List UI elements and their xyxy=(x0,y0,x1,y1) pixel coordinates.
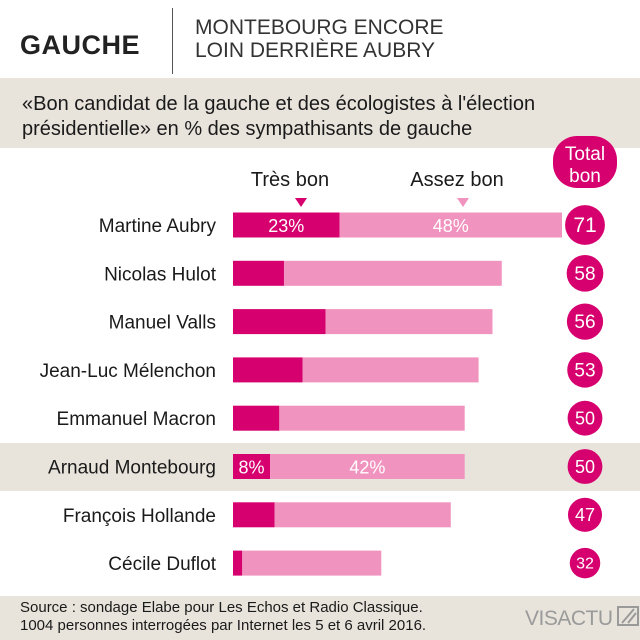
headline: MONTEBOURG ENCORE LOIN DERRIÈRE AUBRY xyxy=(195,16,444,62)
bar-assez-bon xyxy=(283,260,502,286)
category-label: Arnaud Montebourg xyxy=(48,458,216,479)
headline-line-1: MONTEBOURG ENCORE xyxy=(195,16,444,39)
bar-tres-bon xyxy=(233,212,340,238)
bar-assez-bon xyxy=(325,309,493,335)
totals-header-line-1: Total xyxy=(565,144,605,165)
subtitle-band xyxy=(0,78,640,148)
source-line-2: 1004 personnes interrogées par Internet … xyxy=(20,617,427,634)
section-tag: GAUCHE xyxy=(20,30,141,60)
bar-assez-bon xyxy=(279,405,465,431)
total-circle xyxy=(567,352,603,388)
total-value: 50 xyxy=(575,457,595,477)
source-note: Source : sondage Elabe pour Les Echos et… xyxy=(20,599,426,635)
subtitle-line-1: «Bon candidat de la gauche et des écolog… xyxy=(22,93,536,115)
bar-data-label: 8% xyxy=(239,458,265,478)
bar-data-label: 23% xyxy=(268,216,304,236)
bar-tres-bon xyxy=(233,550,243,576)
category-label: Cécile Duflot xyxy=(108,554,216,575)
total-value: 53 xyxy=(574,360,595,381)
totals-header-pill xyxy=(553,136,617,188)
logo-mark-icon xyxy=(616,606,639,632)
total-circle xyxy=(567,497,603,532)
legend-marker-tres-bon xyxy=(295,198,307,207)
bar-assez-bon xyxy=(302,357,479,383)
total-circle xyxy=(566,254,604,292)
bar-tres-bon xyxy=(233,357,303,383)
total-circle xyxy=(566,303,604,340)
total-value: 58 xyxy=(574,264,595,285)
bar-assez-bon xyxy=(270,454,465,479)
total-value: 71 xyxy=(573,214,596,237)
total-circle xyxy=(567,400,603,436)
bar-tres-bon xyxy=(233,454,271,479)
bar-assez-bon xyxy=(274,502,451,528)
category-label: Emmanuel Macron xyxy=(57,409,216,430)
header: GAUCHE MONTEBOURG ENCORE LOIN DERRIÈRE A… xyxy=(0,0,640,78)
category-label: Jean-Luc Mélenchon xyxy=(40,361,216,382)
bar-tres-bon xyxy=(233,502,275,528)
chart-subtitle: «Bon candidat de la gauche et des écolog… xyxy=(22,92,622,142)
totals-header-line-2: bon xyxy=(569,166,601,187)
category-label: Martine Aubry xyxy=(99,216,217,237)
total-circle xyxy=(567,449,603,484)
bar-tres-bon xyxy=(233,260,284,286)
legend-marker-assez-bon xyxy=(457,198,469,207)
bar-assez-bon xyxy=(339,212,562,238)
source-line-1: Source : sondage Elabe pour Les Echos et… xyxy=(20,599,423,616)
header-divider xyxy=(172,8,173,74)
bar-assez-bon xyxy=(242,550,382,576)
logo-text: VISACTU xyxy=(525,607,613,630)
bar-tres-bon xyxy=(233,405,280,431)
category-label: Manuel Valls xyxy=(109,313,216,334)
total-value: 47 xyxy=(575,505,595,525)
total-value: 50 xyxy=(575,408,595,428)
total-circle xyxy=(565,205,605,245)
total-value: 32 xyxy=(576,556,594,573)
category-label: François Hollande xyxy=(63,506,216,527)
footer-band xyxy=(0,596,640,640)
total-value: 56 xyxy=(574,312,595,333)
subtitle-line-2: présidentielle» en % des sympathisants d… xyxy=(22,118,473,140)
bar-data-label: 42% xyxy=(349,458,385,478)
bar-tres-bon xyxy=(233,309,326,335)
headline-line-2: LOIN DERRIÈRE AUBRY xyxy=(195,39,436,62)
legend-label-assez-bon: Assez bon xyxy=(410,169,503,191)
brand-logo: VISACTU xyxy=(525,606,639,632)
legend-label-tres-bon: Très bon xyxy=(251,169,329,191)
bar-data-label: 48% xyxy=(433,216,469,236)
category-label: Nicolas Hulot xyxy=(104,264,217,285)
total-circle xyxy=(569,547,601,579)
